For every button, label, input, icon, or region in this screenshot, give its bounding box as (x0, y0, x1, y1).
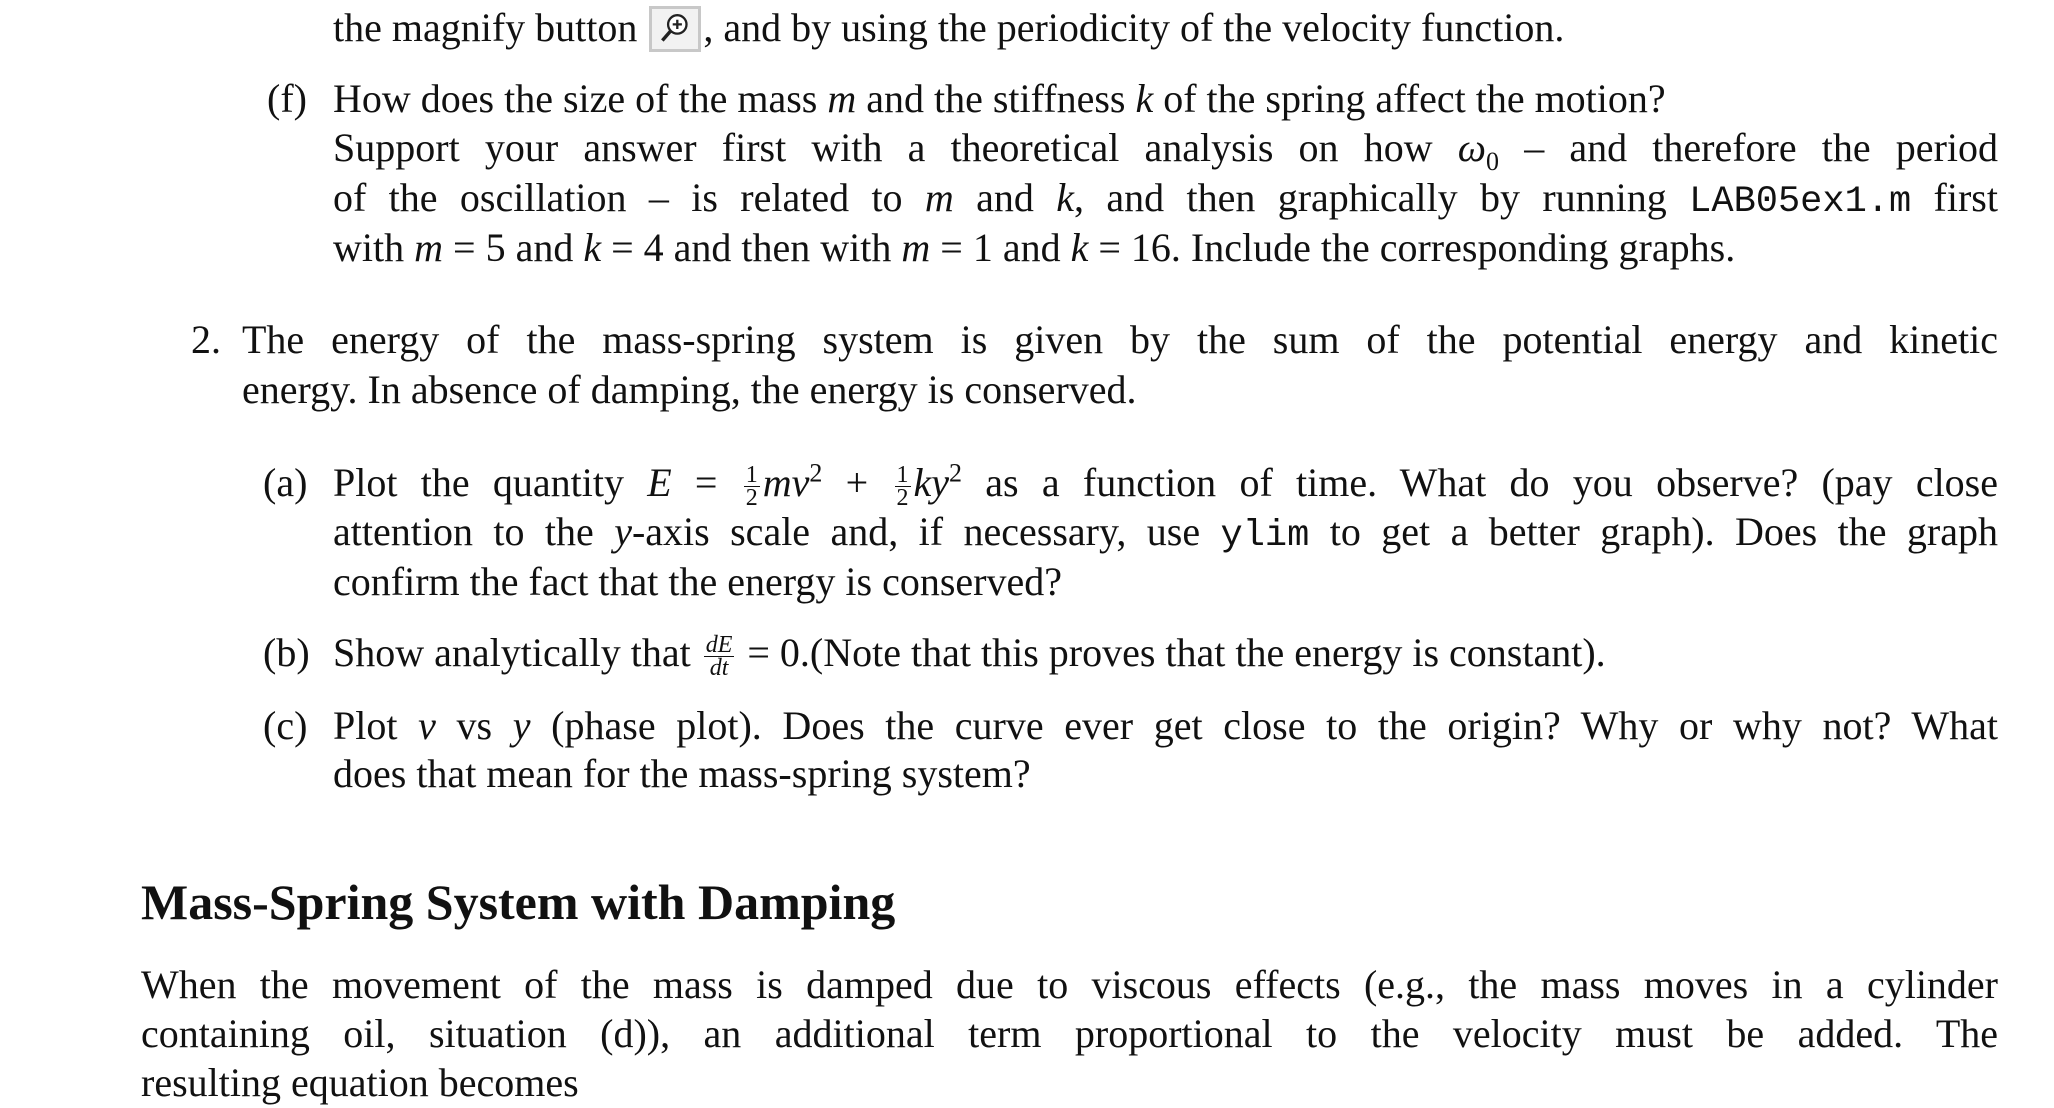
text-run: resulting equation becomes (141, 1060, 579, 1105)
text-line: the magnify button , and by using the pe… (333, 3, 1564, 53)
item-label: (f) (267, 76, 307, 121)
text-line: confirm the fact that the energy is cons… (333, 557, 1062, 607)
text-line: containing oil, situation (d)), an addit… (141, 1009, 1998, 1059)
text-run: Show analytically that (333, 630, 701, 675)
section-heading: Mass-Spring System with Damping (141, 874, 896, 930)
item-label: (b) (263, 630, 310, 675)
math-script: 2 (809, 458, 823, 488)
math-script: 2 (949, 458, 963, 488)
math-symbol: m (414, 225, 444, 270)
code-text: LAB05ex1.m (1689, 181, 1912, 223)
text-run: The energy of the mass-spring system is … (242, 317, 1998, 362)
math-symbol: ω (1457, 125, 1487, 170)
text-run: How does the size of the mass (333, 76, 828, 121)
text-line: does that mean for the mass-spring syste… (333, 749, 1031, 799)
math-symbol: k (1135, 76, 1154, 121)
text-run: -axis scale and, if necessary, use (631, 509, 1221, 554)
text-run: When the movement of the mass is damped … (141, 962, 1998, 1007)
text-run: Plot (333, 703, 419, 748)
magnify-button-icon (649, 5, 702, 52)
text-line: Plot v vs y (phase plot). Does the curve… (333, 701, 1998, 751)
math-symbol: E (647, 460, 672, 505)
code-text: ylim (1220, 515, 1310, 557)
text-run: = 0.(Note that this proves that the ener… (737, 630, 1606, 675)
text-line: resulting equation becomes (141, 1058, 579, 1108)
text-line: Show analytically that dE dt = 0.(Note th… (333, 628, 1606, 682)
text-run: and the stiffness (856, 76, 1136, 121)
text-run: = (671, 460, 741, 505)
text-run: Plot the quantity (333, 460, 648, 505)
text-run: confirm the fact that the energy is cons… (333, 559, 1062, 604)
text-run: first (1911, 175, 1998, 220)
text-run: = 1 and (930, 225, 1071, 270)
text-line: Support your answer first with a theoret… (333, 123, 1998, 173)
math-symbol: y (512, 703, 531, 748)
math-symbol: m (827, 76, 857, 121)
text-run: + (822, 460, 892, 505)
text-run: energy. In absence of damping, the energ… (242, 367, 1137, 412)
math-symbol: k (1056, 175, 1075, 220)
math-symbol: ky (913, 460, 950, 505)
text-line: attention to the y-axis scale and, if ne… (333, 507, 1998, 557)
text-run: = 5 and (443, 225, 584, 270)
item-label: (c) (263, 703, 308, 748)
text-run: with (333, 225, 415, 270)
text-run: vs (435, 703, 513, 748)
math-symbol: m (901, 225, 931, 270)
text-run: = 16. Include the corresponding graphs. (1088, 225, 1736, 270)
text-line: Plot the quantity E = 1 2 mv2 + 1 2 ky2 as a… (333, 458, 1998, 508)
text-run: does that mean for the mass-spring syste… (333, 751, 1031, 796)
text-run: , and then graphically by running (1074, 175, 1690, 220)
math-symbol: k (583, 225, 602, 270)
text-run: containing oil, situation (d)), an addit… (141, 1011, 1998, 1056)
text-run: attention to the (333, 509, 615, 554)
text-line: How does the size of the mass m and the … (333, 74, 1666, 124)
text-run: the magnify button (333, 5, 648, 50)
text-run: as a function of time. What do you obser… (962, 460, 1998, 505)
text-line: The energy of the mass-spring system is … (242, 315, 1998, 365)
text-run: , and by using the periodicity of the ve… (703, 5, 1565, 50)
math-symbol: m (924, 175, 954, 220)
text-line: of the oscillation – is related to m and… (333, 173, 1998, 223)
text-run: of the spring affect the motion? (1153, 76, 1666, 121)
math-symbol: y (614, 509, 632, 554)
text-run: of the oscillation – is related to (333, 175, 925, 220)
text-line: energy. In absence of damping, the energ… (242, 365, 1137, 415)
item-label: (a) (263, 460, 308, 505)
math-script: 0 (1486, 147, 1500, 174)
text-run: to get a better graph). Does the graph (1309, 509, 1998, 554)
item-label: 2. (191, 317, 221, 362)
text-run: – and therefore the period (1499, 125, 1998, 170)
text-line: with m = 5 and k = 4 and then with m = 1… (333, 223, 1735, 273)
math-symbol: mv (762, 460, 810, 505)
text-run: (phase plot). Does the curve ever get cl… (530, 703, 1998, 748)
text-run: and (953, 175, 1057, 220)
text-run: Support your answer first with a theoret… (333, 125, 1458, 170)
fraction: dE dt (703, 632, 735, 682)
math-symbol: v (418, 703, 436, 748)
text-line: When the movement of the mass is damped … (141, 960, 1998, 1010)
text-run: = 4 and then with (601, 225, 902, 270)
math-symbol: k (1070, 225, 1089, 270)
